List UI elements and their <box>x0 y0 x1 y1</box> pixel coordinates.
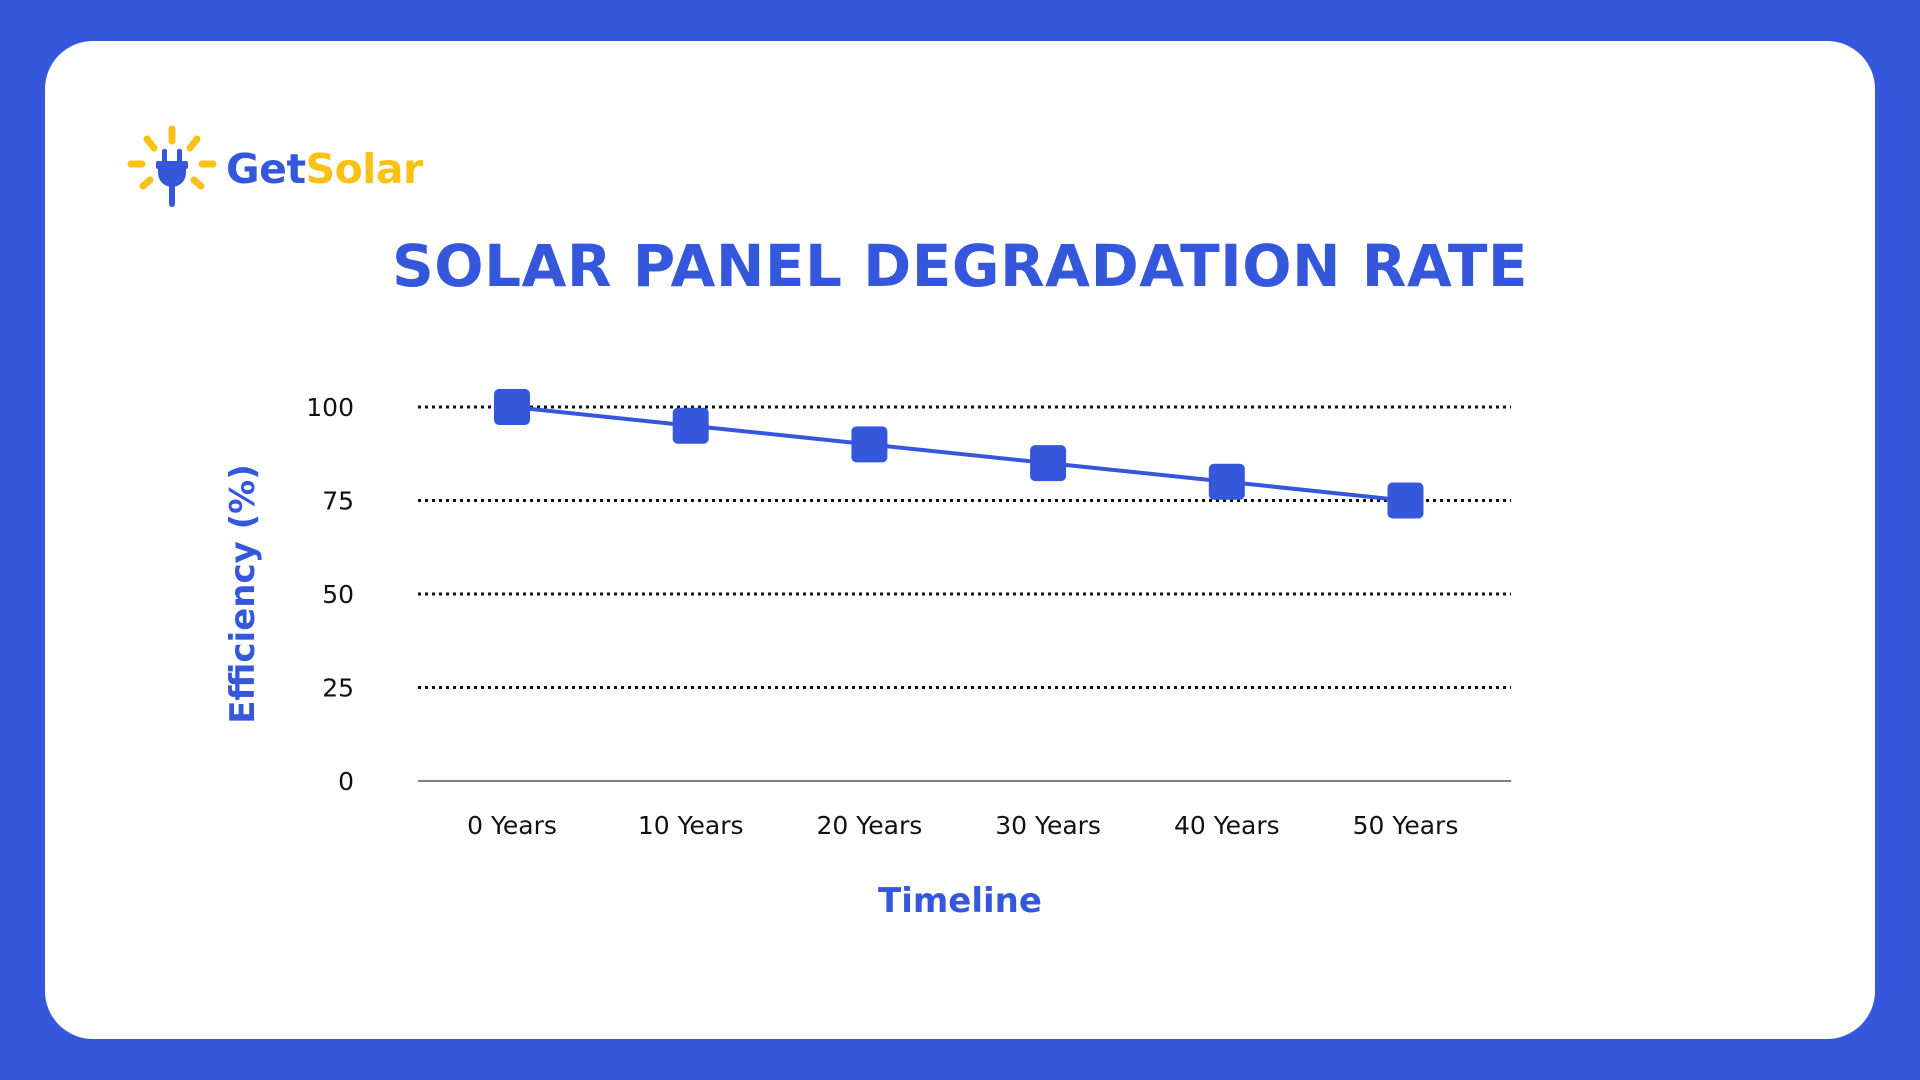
x-tick-label-2: 20 Years <box>817 811 923 840</box>
x-tick-label-1: 10 Years <box>638 811 744 840</box>
data-point-5 <box>1387 482 1424 519</box>
y-tick-label-0: 0 <box>338 767 354 796</box>
line-chart: 0 25 50 75 100 0 Years 10 Years 20 Years 30 Year… <box>223 389 1511 921</box>
x-tick-label-3: 30 Years <box>995 811 1101 840</box>
getsolar-logo[interactable]: GetSolar <box>127 123 467 223</box>
brand-name-part1: Get <box>226 145 306 193</box>
x-tick-label-4: 40 Years <box>1174 811 1280 840</box>
y-tick-label-25: 25 <box>322 674 354 703</box>
series-line-0 <box>511 405 1406 503</box>
brand-name: GetSolar <box>226 145 423 193</box>
x-axis-label: Timeline <box>878 881 1042 921</box>
chart-title: SOLAR PANEL DEGRADATION RATE <box>391 232 1529 300</box>
data-point-4 <box>1208 463 1245 500</box>
y-axis-label: Efficiency (%) <box>223 464 263 724</box>
y-tick-label-75: 75 <box>322 487 354 516</box>
y-tick-label-100: 100 <box>306 393 354 422</box>
data-point-0 <box>494 389 530 425</box>
data-point-2 <box>851 426 888 463</box>
x-tick-label-5: 50 Years <box>1353 811 1459 840</box>
data-point-3 <box>1030 445 1067 482</box>
data-point-1 <box>672 407 709 444</box>
x-tick-label-0: 0 Years <box>467 811 557 840</box>
sun-plug-icon <box>127 125 217 207</box>
chart-card: GetSolar SOLAR PANEL DEGRADATION RATE 0 2… <box>45 41 1875 1039</box>
y-tick-label-50: 50 <box>322 580 354 609</box>
brand-name-part2: Solar <box>305 145 424 193</box>
